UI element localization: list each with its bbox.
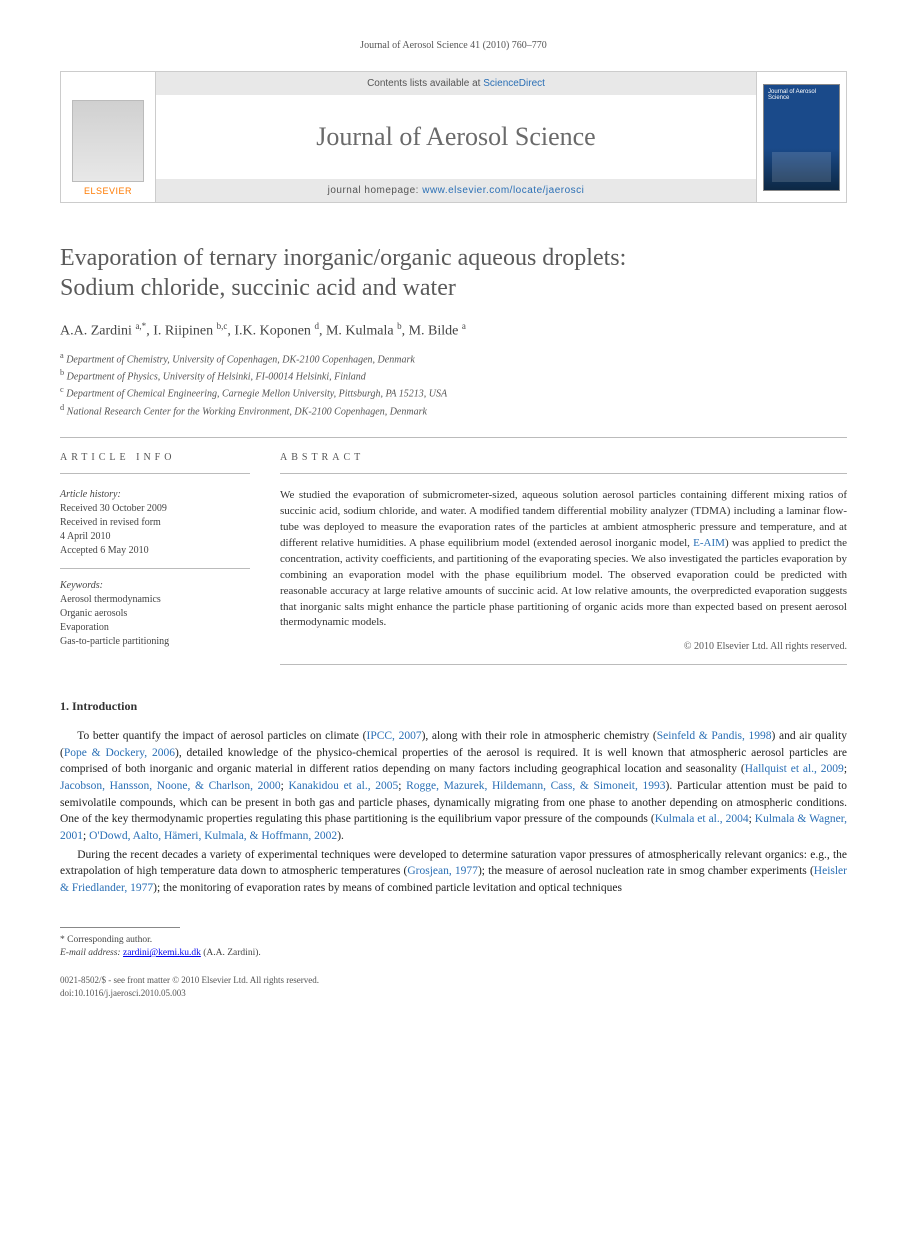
ref-jacobson-2000[interactable]: Jacobson, Hansson, Noone, & Charlson, 20… (60, 780, 281, 792)
body-text: To better quantify the impact of aerosol… (60, 728, 847, 897)
title-line-2: Sodium chloride, succinic acid and water (60, 275, 456, 301)
journal-cover-thumb: Journal of Aerosol Science (763, 84, 840, 191)
sciencedirect-link[interactable]: ScienceDirect (483, 78, 545, 89)
corr-text: Corresponding author. (67, 935, 152, 945)
contents-text: Contents lists available at (367, 78, 483, 89)
email-name: (A.A. Zardini). (201, 948, 261, 958)
ref-hallquist-2009[interactable]: Hallquist et al., 2009 (745, 763, 844, 775)
keywords-label: Keywords: (60, 580, 103, 591)
journal-name: Journal of Aerosol Science (156, 95, 756, 179)
t: ; (844, 763, 847, 775)
abstract-label: ABSTRACT (280, 452, 847, 474)
homepage-strip: journal homepage: www.elsevier.com/locat… (156, 179, 756, 202)
corresponding-note: * Corresponding author. (60, 934, 847, 947)
contents-strip: Contents lists available at ScienceDirec… (156, 72, 756, 95)
email-label: E-mail address: (60, 948, 123, 958)
ref-rogge-1993[interactable]: Rogge, Mazurek, Hildemann, Cass, & Simon… (406, 780, 665, 792)
para-2: During the recent decades a variety of e… (60, 847, 847, 897)
eaim-link[interactable]: E-AIM (693, 537, 725, 549)
page-foot: 0021-8502/$ - see front matter © 2010 El… (60, 974, 847, 999)
email-note: E-mail address: zardini@kemi.ku.dk (A.A.… (60, 947, 847, 960)
ref-ipcc-2007[interactable]: IPCC, 2007 (366, 730, 421, 742)
info-abstract-row: ARTICLE INFO Article history: Received 3… (60, 437, 847, 669)
homepage-label: journal homepage: (328, 185, 423, 196)
section-1-heading: 1. Introduction (60, 699, 847, 714)
elsevier-label: ELSEVIER (84, 186, 132, 196)
title-line-1: Evaporation of ternary inorganic/organic… (60, 245, 626, 271)
keywords-lines: Aerosol thermodynamicsOrganic aerosolsEv… (60, 594, 169, 647)
ref-seinfeld-1998[interactable]: Seinfeld & Pandis, 1998 (657, 730, 772, 742)
history-label: Article history: (60, 489, 121, 500)
article-history: Article history: Received 30 October 200… (60, 488, 250, 569)
publisher-logo-box: ELSEVIER (61, 72, 156, 202)
footnote-rule (60, 927, 180, 928)
article-info-col: ARTICLE INFO Article history: Received 3… (60, 452, 250, 669)
page: Journal of Aerosol Science 41 (2010) 760… (0, 0, 907, 1039)
history-lines: Received 30 October 2009Received in revi… (60, 503, 167, 556)
abstract-post: ) was applied to predict the concentrati… (280, 537, 847, 629)
ref-pope-2006[interactable]: Pope & Dockery, 2006 (64, 747, 175, 759)
doi-line: doi:10.1016/j.jaerosci.2010.05.003 (60, 987, 847, 1000)
para-1: To better quantify the impact of aerosol… (60, 728, 847, 845)
t: ; (398, 780, 406, 792)
abstract-text: We studied the evaporation of submicrome… (280, 488, 847, 631)
t: To better quantify the impact of aerosol… (77, 730, 366, 742)
article-title: Evaporation of ternary inorganic/organic… (60, 243, 847, 303)
cover-title: Journal of Aerosol Science (764, 85, 839, 105)
t: ); the measure of aerosol nucleation rat… (478, 865, 814, 877)
banner-center: Contents lists available at ScienceDirec… (156, 72, 756, 202)
ref-kanakidou-2005[interactable]: Kanakidou et al., 2005 (288, 780, 398, 792)
ref-odowd-2002[interactable]: O'Dowd, Aalto, Hämeri, Kulmala, & Hoffma… (89, 830, 337, 842)
author-list: A.A. Zardini a,*, I. Riipinen b,c, I.K. … (60, 321, 847, 340)
elsevier-tree-icon (72, 100, 144, 182)
keywords-block: Keywords: Aerosol thermodynamicsOrganic … (60, 579, 250, 659)
abstract-copyright: © 2010 Elsevier Ltd. All rights reserved… (280, 641, 847, 665)
t: ), detailed knowledge of the physico-che… (60, 747, 847, 776)
journal-banner: ELSEVIER Contents lists available at Sci… (60, 71, 847, 203)
t: ). (337, 830, 344, 842)
email-link[interactable]: zardini@kemi.ku.dk (123, 948, 201, 958)
abstract-col: ABSTRACT We studied the evaporation of s… (280, 452, 847, 669)
footnotes: * Corresponding author. E-mail address: … (60, 934, 847, 961)
article-info-label: ARTICLE INFO (60, 452, 250, 474)
t: ); the monitoring of evaporation rates b… (153, 882, 622, 894)
homepage-link[interactable]: www.elsevier.com/locate/jaerosci (422, 185, 584, 196)
ref-kulmala-2004[interactable]: Kulmala et al., 2004 (655, 813, 749, 825)
affiliations: a Department of Chemistry, University of… (60, 350, 847, 419)
running-head: Journal of Aerosol Science 41 (2010) 760… (60, 40, 847, 51)
ref-grosjean-1977[interactable]: Grosjean, 1977 (407, 865, 478, 877)
t: ), along with their role in atmospheric … (422, 730, 657, 742)
issn-line: 0021-8502/$ - see front matter © 2010 El… (60, 974, 847, 987)
cover-thumb-box: Journal of Aerosol Science (756, 72, 846, 202)
